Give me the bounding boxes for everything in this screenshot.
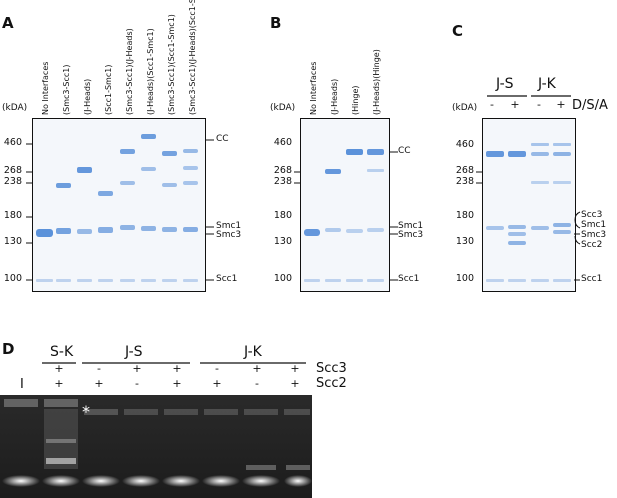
marker-label: 130 — [455, 236, 474, 247]
right-label-smc1: Smc1 — [398, 221, 424, 231]
panel-c-group-lines — [487, 95, 571, 97]
panel-d-letter: D — [2, 340, 15, 358]
group-label-j-s: J-S — [125, 344, 143, 360]
panel-a-kda-label: (kDA) — [2, 103, 28, 113]
panel-a-letter: A — [2, 14, 14, 32]
scc2-sign: + — [172, 377, 182, 390]
scc3-sign: + — [132, 362, 142, 375]
right-label-smc3: Smc3 — [398, 230, 424, 240]
panel-a-right-ticks — [206, 139, 214, 281]
right-label-scc1: Scc1 — [398, 274, 420, 284]
lane-label: (Smc3-Scc1) — [62, 64, 71, 115]
panel-d-group-lines — [42, 362, 306, 364]
panel-c-kda-label: (kDA) — [452, 103, 478, 113]
panel-c-bands — [486, 143, 571, 245]
group-label-j-k: J-K — [538, 76, 556, 92]
scc2-sign: + — [212, 377, 222, 390]
lane-label: (J-Heads) — [330, 78, 339, 115]
scc3-sign: + — [172, 362, 182, 375]
marker-label: 100 — [455, 273, 474, 284]
scc2-sign: - — [255, 377, 259, 390]
panel-b-gel — [300, 118, 390, 292]
scc3-sign: - — [215, 362, 219, 375]
panel-b-right-ticks — [390, 151, 398, 281]
lane-label: (J-Heads)(Scc1-Smc1) — [146, 28, 155, 115]
panel-c-letter: C — [452, 22, 464, 40]
lane-label: No Interfaces — [309, 61, 318, 115]
right-label-cc: CC — [216, 134, 229, 144]
panel-a-bands — [36, 134, 198, 237]
row-label-scc2: Scc2 — [316, 376, 347, 391]
scc2-sign: - — [135, 377, 139, 390]
marker-label: 238 — [3, 176, 22, 187]
right-label-smc1: Smc1 — [216, 221, 242, 231]
marker-label: 100 — [273, 273, 292, 284]
panel-b-kda-label: (kDA) — [270, 103, 296, 113]
condition-sign: - — [490, 98, 494, 111]
panel-d-agarose-gel — [0, 395, 312, 498]
marker-label: 180 — [455, 210, 474, 221]
scc2-sign: + — [54, 377, 64, 390]
marker-label: 130 — [3, 236, 22, 247]
panel-b-letter: B — [270, 14, 282, 32]
group-label-s-k: S-K — [50, 344, 74, 360]
panel-c-gel — [482, 118, 576, 292]
lane-label: (J-Heads)(Hinge) — [372, 49, 381, 115]
scc3-sign: + — [290, 362, 300, 375]
condition-sign: + — [556, 98, 566, 111]
scc3-sign: + — [54, 362, 64, 375]
marker-label: 460 — [3, 137, 22, 148]
marker-label: 130 — [273, 236, 292, 247]
marker-label: 180 — [3, 210, 22, 221]
panel-c-right-ticks — [574, 211, 581, 281]
marker-label: 460 — [273, 137, 292, 148]
panel-a-gel — [32, 118, 206, 292]
marker-label: 268 — [273, 165, 292, 176]
lane-label: (Smc3-Scc1)(Scc1-Smc1) — [167, 14, 176, 115]
asterisk-marker: * — [82, 402, 90, 421]
lane-label: (J-Heads) — [83, 78, 92, 115]
scc2-sign: + — [290, 377, 300, 390]
right-label-scc1: Scc1 — [216, 274, 238, 284]
marker-label: 460 — [455, 139, 474, 150]
right-label-scc3: Scc3 — [581, 210, 603, 220]
lane-label: (Hinge) — [351, 85, 360, 115]
marker-label: 180 — [273, 210, 292, 221]
condition-sign: - — [537, 98, 541, 111]
right-label-scc2: Scc2 — [581, 240, 603, 250]
right-label-smc1: Smc1 — [581, 220, 607, 230]
marker-label: 238 — [273, 176, 292, 187]
group-label-j-s: J-S — [496, 76, 514, 92]
lane-label: (Smc3-Scc1)(J-Heads)(Scc1-Smc1) — [188, 0, 197, 115]
marker-label: 268 — [3, 165, 22, 176]
scc2-sign: + — [94, 377, 104, 390]
input-label: I — [20, 377, 24, 392]
scc3-sign: + — [252, 362, 262, 375]
marker-label: 100 — [3, 273, 22, 284]
right-label-smc3: Smc3 — [581, 230, 607, 240]
marker-label: 268 — [455, 165, 474, 176]
right-label-scc1: Scc1 — [581, 274, 603, 284]
group-label-j-k: J-K — [244, 344, 262, 360]
scc3-sign: - — [97, 362, 101, 375]
lane-label: (Scc1-Smc1) — [104, 64, 113, 115]
marker-label: 238 — [455, 176, 474, 187]
condition-label: D/S/A — [572, 98, 608, 113]
right-label-smc3: Smc3 — [216, 230, 242, 240]
condition-sign: + — [510, 98, 520, 111]
row-label-scc3: Scc3 — [316, 361, 347, 376]
lane-label: No Interfaces — [41, 61, 50, 115]
lane-label: (Smc3-Scc1)(J-Heads) — [125, 28, 134, 115]
panel-b-bands — [304, 149, 384, 236]
right-label-cc: CC — [398, 146, 411, 156]
